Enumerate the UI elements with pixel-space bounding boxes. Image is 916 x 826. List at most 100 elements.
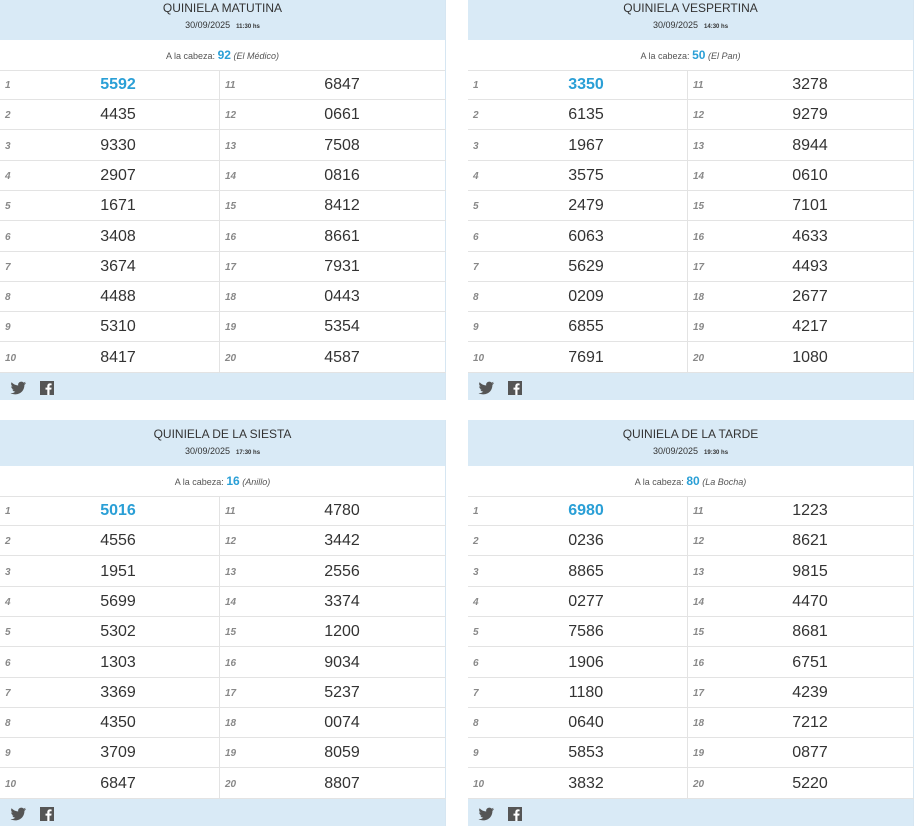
number: 5699 — [100, 592, 136, 610]
position: 19 — [693, 748, 705, 760]
panel-footer — [0, 373, 445, 400]
position: 4 — [5, 596, 11, 608]
number: 0610 — [792, 166, 828, 184]
position: 18 — [693, 718, 705, 730]
number: 6847 — [100, 774, 136, 792]
result-row: 17 7931 — [220, 252, 446, 282]
cabeza-number: 92 — [217, 48, 231, 62]
result-row: 1 5592 — [0, 70, 219, 100]
position: 13 — [225, 140, 237, 152]
position: 17 — [225, 261, 237, 273]
result-row: 14 4470 — [688, 587, 914, 617]
number: 3374 — [324, 592, 360, 610]
result-row: 7 1180 — [468, 678, 687, 708]
position: 13 — [693, 140, 705, 152]
position: 2 — [5, 536, 11, 548]
twitter-icon[interactable] — [478, 807, 495, 821]
facebook-icon[interactable] — [40, 381, 54, 395]
position: 2 — [5, 110, 11, 122]
position: 18 — [693, 292, 705, 304]
date: 30/09/2025 — [185, 20, 231, 30]
number: 4435 — [100, 106, 136, 124]
cabeza-number: 80 — [686, 474, 700, 488]
position: 11 — [693, 80, 704, 91]
result-row: 6 6063 — [468, 222, 687, 252]
result-row: 3 1951 — [0, 557, 219, 587]
cabeza-label: A la cabeza: — [634, 477, 684, 487]
column-divider — [219, 496, 220, 799]
date: 30/09/2025 — [184, 446, 231, 456]
position: 11 — [693, 506, 704, 517]
share-icons[interactable] — [10, 805, 70, 825]
result-row: 9 5853 — [468, 738, 687, 769]
panel-date: 30/09/2025 11:30 hs — [0, 20, 445, 30]
position: 16 — [693, 657, 705, 669]
number: 1303 — [100, 653, 136, 671]
number: 7101 — [792, 197, 828, 215]
number: 5853 — [568, 744, 604, 762]
position: 8 — [5, 718, 11, 730]
result-row: 13 7508 — [220, 131, 446, 161]
number: 8059 — [324, 744, 360, 762]
number: 3674 — [100, 257, 136, 275]
number: 1080 — [792, 348, 828, 366]
result-row: 12 0661 — [220, 100, 446, 131]
number: 3832 — [568, 774, 604, 792]
number: 8417 — [100, 348, 136, 366]
number: 3575 — [568, 166, 604, 184]
position: 7 — [473, 261, 479, 273]
number: 4780 — [324, 502, 360, 519]
position: 12 — [225, 536, 237, 548]
share-icons[interactable] — [478, 379, 538, 399]
number: 8865 — [568, 562, 604, 580]
number: 7931 — [324, 257, 360, 275]
number: 5592 — [100, 76, 136, 93]
position: 15 — [225, 201, 237, 213]
result-row: 2 4556 — [0, 526, 219, 557]
result-row: 12 3442 — [220, 526, 446, 557]
twitter-icon[interactable] — [10, 807, 27, 821]
number: 3278 — [792, 76, 828, 93]
twitter-icon[interactable] — [10, 381, 27, 395]
position: 14 — [693, 170, 705, 182]
result-row: 17 4239 — [688, 678, 914, 708]
result-row: 8 4488 — [0, 282, 219, 313]
result-row: 20 5220 — [688, 769, 914, 799]
position: 6 — [473, 657, 479, 669]
position: 17 — [693, 687, 705, 699]
number: 0074 — [324, 714, 360, 732]
results-panel: QUINIELA VESPERTINA 30/09/2025 14:30 hs A l… — [468, 0, 914, 400]
position: 6 — [5, 657, 11, 669]
result-row: 9 3709 — [0, 738, 219, 769]
number: 2556 — [324, 562, 360, 580]
position: 16 — [693, 231, 705, 243]
number: 4493 — [792, 257, 828, 275]
position: 6 — [5, 231, 11, 243]
number: 7508 — [324, 136, 360, 154]
position: 1 — [473, 506, 479, 517]
result-row: 15 8681 — [688, 617, 914, 648]
results-panel: QUINIELA DE LA SIESTA 30/09/2025 17:30 hs A… — [0, 420, 446, 826]
share-icons[interactable] — [478, 805, 538, 825]
cabeza-label: A la cabeza: — [174, 477, 224, 487]
result-row: 7 3369 — [0, 678, 219, 708]
number: 1906 — [568, 653, 604, 671]
panel-title: QUINIELA DE LA SIESTA — [153, 427, 292, 441]
number: 6063 — [568, 227, 604, 245]
position: 4 — [5, 170, 11, 182]
number: 6847 — [324, 76, 360, 93]
facebook-icon[interactable] — [508, 807, 522, 821]
cabeza: A la cabeza: 92 (El Médico) — [0, 40, 445, 71]
position: 18 — [225, 292, 237, 304]
twitter-icon[interactable] — [478, 381, 495, 395]
facebook-icon[interactable] — [508, 381, 522, 395]
number: 5354 — [324, 318, 360, 336]
number: 8944 — [792, 136, 828, 154]
share-icons[interactable] — [10, 379, 70, 399]
result-row: 7 3674 — [0, 252, 219, 282]
result-row: 5 5302 — [0, 617, 219, 648]
position: 1 — [5, 80, 11, 91]
result-row: 16 6751 — [688, 648, 914, 678]
number: 4488 — [100, 288, 136, 306]
facebook-icon[interactable] — [40, 807, 54, 821]
